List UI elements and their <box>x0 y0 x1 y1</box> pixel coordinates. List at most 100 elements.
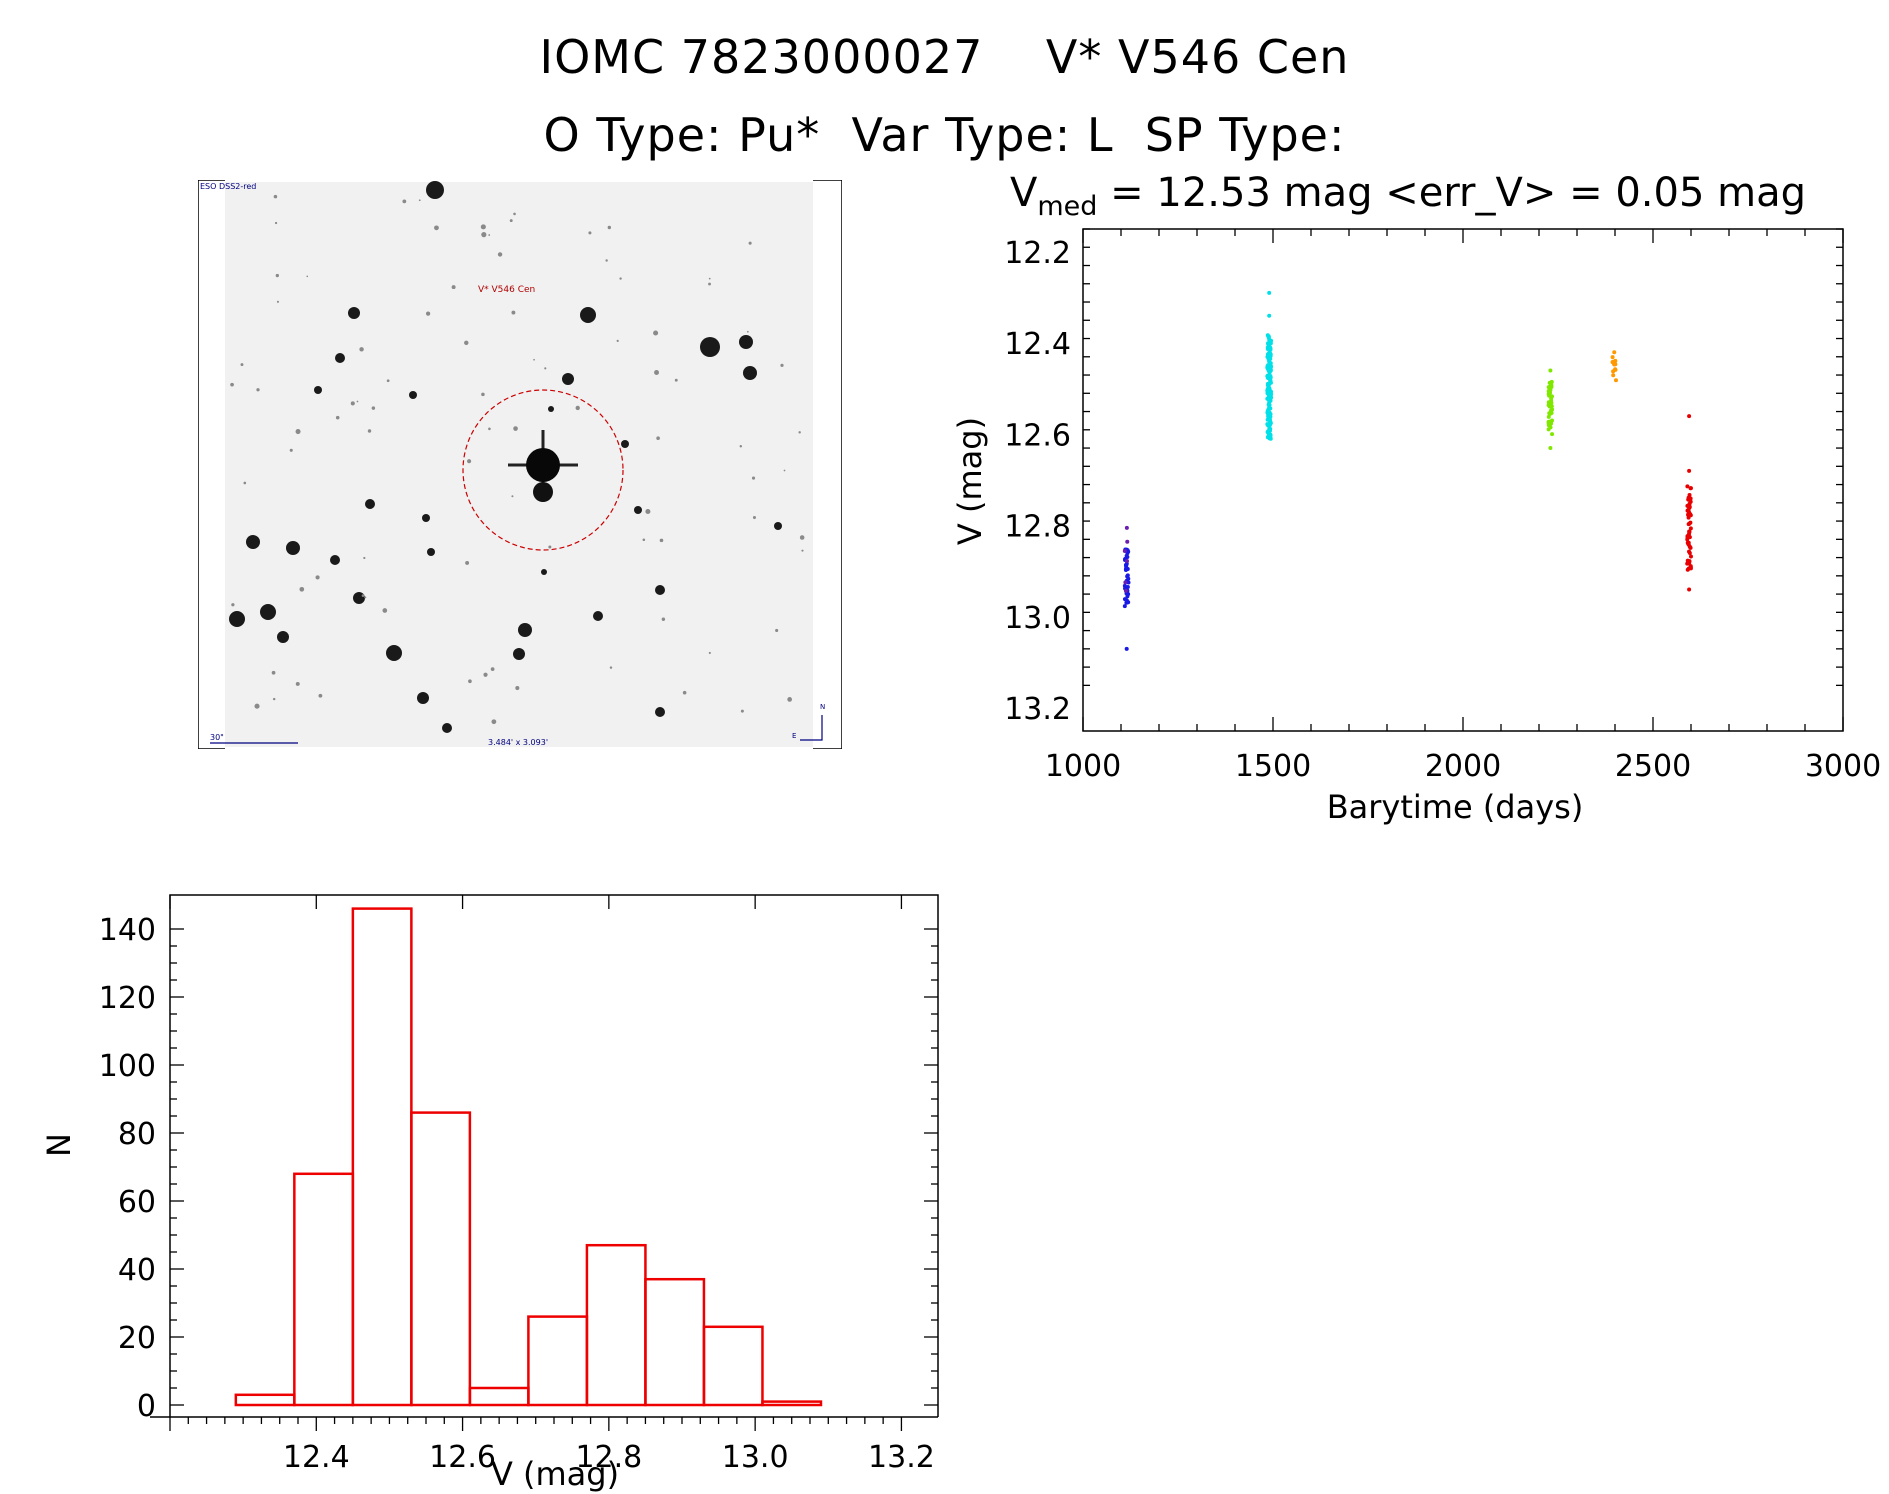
star <box>700 337 720 357</box>
faint-star <box>350 401 355 406</box>
x-tick-label: 12.6 <box>429 1440 496 1475</box>
faint-star <box>740 709 744 713</box>
star <box>353 592 365 604</box>
faint-star <box>783 469 786 472</box>
faint-star <box>787 697 792 702</box>
data-point <box>1268 345 1273 350</box>
data-point <box>1550 432 1555 437</box>
faint-star <box>619 277 622 280</box>
data-point-outlier <box>1612 350 1617 355</box>
faint-star <box>295 681 300 686</box>
data-point <box>1124 564 1129 569</box>
data-point <box>1548 408 1553 413</box>
faint-star <box>367 429 372 433</box>
histogram-bar <box>761 1400 823 1407</box>
data-point <box>1123 588 1128 593</box>
star <box>409 391 417 399</box>
data-point <box>1546 400 1551 405</box>
faint-star <box>511 495 514 498</box>
star <box>739 335 753 349</box>
histogram-axes: 12.4 12.6 12.8 13.0 13.2 0 20 40 60 80 100 120 140 <box>99 894 939 1475</box>
star <box>743 366 757 380</box>
faint-star <box>382 608 388 613</box>
north-label: N <box>820 703 825 711</box>
faint-star <box>642 538 646 542</box>
data-point <box>1122 548 1127 553</box>
data-point <box>1688 554 1693 559</box>
faint-star <box>513 212 516 216</box>
data-point <box>1549 421 1554 426</box>
star <box>548 406 554 412</box>
data-point <box>1269 392 1274 397</box>
star <box>286 541 300 555</box>
data-point-outlier <box>1267 313 1272 318</box>
faint-star <box>359 347 364 352</box>
faint-star <box>299 586 305 592</box>
faint-star <box>708 282 711 286</box>
companion-star <box>533 482 553 502</box>
target-star-core <box>526 448 560 482</box>
faint-star <box>605 259 608 262</box>
star <box>348 307 360 319</box>
faint-star <box>645 508 651 515</box>
faint-star <box>497 252 503 257</box>
faint-star <box>465 560 470 565</box>
data-point <box>1546 385 1551 390</box>
star <box>634 506 642 514</box>
data-point <box>1688 545 1693 550</box>
data-point <box>1267 341 1272 346</box>
faint-star <box>276 300 279 303</box>
data-point <box>1266 334 1271 339</box>
histogram-bar <box>234 1393 296 1407</box>
faint-star <box>616 339 619 342</box>
faint-star <box>682 690 687 695</box>
data-point <box>1124 525 1129 530</box>
star <box>562 373 574 385</box>
star <box>335 353 345 363</box>
faint-star <box>491 719 497 725</box>
faint-star <box>363 556 366 560</box>
faint-star <box>231 603 235 607</box>
histogram-bar <box>410 1111 472 1407</box>
data-point <box>1267 359 1272 364</box>
faint-star <box>243 481 247 485</box>
vmed-stats-text: = 12.53 mag <err_V> = 0.05 mag <box>1097 170 1806 216</box>
star <box>513 648 525 660</box>
data-point <box>1688 486 1693 491</box>
data-point <box>1547 404 1552 409</box>
faint-star <box>588 231 592 235</box>
star <box>442 723 452 733</box>
star <box>426 181 444 199</box>
data-point <box>1122 583 1127 588</box>
star <box>518 623 532 637</box>
faint-star <box>511 310 516 315</box>
faint-star <box>798 431 801 434</box>
faint-star <box>748 241 752 245</box>
histogram-bar <box>468 1386 530 1407</box>
data-point <box>1125 551 1130 556</box>
lightcurve-x-axis-label: Barytime (days) <box>1327 788 1584 826</box>
histogram-bar <box>293 1172 355 1407</box>
data-point-outlier <box>1687 414 1692 419</box>
faint-star <box>275 273 279 278</box>
star <box>260 604 276 620</box>
data-point <box>1687 529 1692 534</box>
x-tick-label: 1500 <box>1235 749 1311 784</box>
histogram-bar <box>702 1325 764 1407</box>
faint-star <box>273 194 278 199</box>
data-point <box>1685 535 1690 540</box>
faint-star <box>515 686 520 691</box>
target-circle <box>462 389 624 551</box>
y-tick-label: 20 <box>118 1321 156 1356</box>
faint-star <box>659 538 664 543</box>
x-tick-label: 13.2 <box>868 1440 935 1475</box>
y-tick-label: 100 <box>99 1049 156 1084</box>
histogram-frame <box>169 894 939 1417</box>
y-tick-label: 12.2 <box>1004 236 1071 271</box>
faint-star <box>513 426 518 431</box>
faint-star <box>272 697 276 701</box>
data-point <box>1125 584 1130 589</box>
faint-star <box>483 672 488 677</box>
vmed-subscript: med <box>1037 191 1098 222</box>
data-point <box>1125 539 1130 544</box>
